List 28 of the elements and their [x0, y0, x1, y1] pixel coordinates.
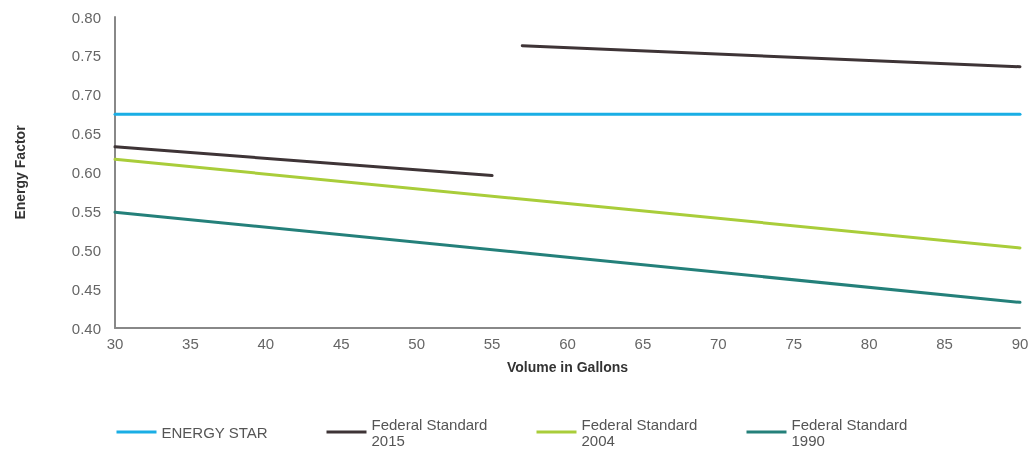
y-axis-title: Energy Factor	[12, 124, 28, 220]
y-tick-label: 0.80	[71, 8, 101, 26]
x-tick-label: 85	[936, 335, 953, 352]
y-tick-label: 0.70	[71, 86, 101, 104]
x-tick-label: 60	[559, 335, 576, 352]
x-tick-label: 50	[408, 335, 426, 352]
y-tick-label: 0.50	[71, 241, 101, 259]
y-tick-label: 0.75	[71, 47, 101, 65]
legend-label: ENERGY STAR	[161, 423, 268, 441]
y-tick-label: 0.65	[71, 125, 101, 143]
x-tick-label: 75	[785, 335, 803, 352]
x-tick-label: 40	[257, 335, 275, 352]
x-tick-label: 80	[860, 335, 878, 352]
legend-label: Federal Standard 1990	[791, 415, 912, 449]
y-tick-label: 0.60	[71, 164, 101, 181]
x-tick-label: 65	[634, 335, 652, 352]
y-tick-label: 0.55	[71, 202, 101, 220]
x-axis-title: Volume in Gallons	[506, 359, 629, 375]
x-tick-label: 45	[332, 335, 350, 352]
x-tick-label: 55	[483, 335, 501, 352]
x-tick-label: 70	[709, 335, 727, 352]
legend-label: Federal Standard 2015	[371, 415, 492, 449]
x-tick-label: 35	[182, 335, 199, 352]
x-tick-label: 90	[1011, 335, 1029, 352]
y-tick-label: 0.45	[71, 280, 101, 298]
y-tick-label: 0.40	[71, 319, 101, 337]
x-tick-label: 30	[106, 335, 124, 352]
legend-label: Federal Standard 2004	[581, 415, 702, 449]
